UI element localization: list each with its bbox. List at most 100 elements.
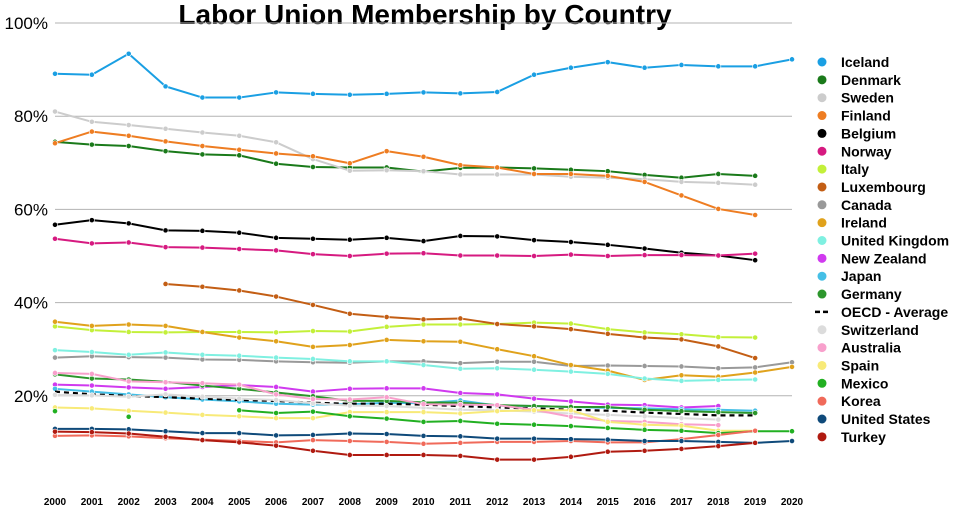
data-point xyxy=(789,364,795,370)
legend-swatch xyxy=(817,57,827,67)
data-point xyxy=(457,433,464,440)
x-tick-label: 2006 xyxy=(265,497,288,508)
data-point xyxy=(125,220,132,227)
data-point xyxy=(715,171,722,177)
data-point xyxy=(273,293,279,300)
data-point xyxy=(236,439,243,446)
data-point xyxy=(531,165,537,172)
data-point xyxy=(310,356,316,362)
data-point xyxy=(88,349,95,355)
series-line xyxy=(54,387,756,412)
data-point xyxy=(641,375,648,382)
series-line xyxy=(54,130,756,216)
data-point xyxy=(641,252,648,258)
data-point xyxy=(641,245,648,252)
data-point xyxy=(236,94,243,101)
data-point xyxy=(273,391,279,398)
data-point xyxy=(383,90,390,97)
data-point xyxy=(310,396,316,402)
data-point xyxy=(52,235,58,242)
data-point xyxy=(273,338,279,345)
data-point xyxy=(199,437,206,443)
y-tick-label: 60% xyxy=(14,200,48,219)
data-point xyxy=(199,393,206,400)
data-point xyxy=(568,239,574,245)
data-point xyxy=(125,239,132,246)
data-point xyxy=(52,221,58,228)
data-point xyxy=(236,381,243,388)
data-point xyxy=(789,438,795,444)
data-point xyxy=(88,118,95,125)
data-point xyxy=(494,420,501,427)
data-point xyxy=(199,227,206,234)
legend-swatch xyxy=(817,182,827,192)
data-point xyxy=(236,352,243,359)
data-point xyxy=(346,167,353,174)
data-point xyxy=(199,329,206,335)
data-point xyxy=(383,250,390,257)
data-point xyxy=(52,408,58,415)
series-line xyxy=(54,219,756,262)
x-tick-label: 2015 xyxy=(597,497,620,508)
data-point xyxy=(678,408,685,415)
legend-label: Switzerland xyxy=(841,322,919,338)
data-point xyxy=(52,354,58,361)
data-point xyxy=(236,152,243,159)
data-point xyxy=(420,362,427,368)
data-point xyxy=(494,402,501,409)
x-tick-label: 2011 xyxy=(449,497,471,508)
data-point xyxy=(641,334,648,341)
legend-item: Mexico xyxy=(817,375,888,391)
series-united-states xyxy=(52,425,795,446)
y-tick-label: 80% xyxy=(14,107,48,126)
data-point xyxy=(641,64,648,71)
series-iceland xyxy=(52,50,795,101)
data-point xyxy=(457,453,464,459)
data-point xyxy=(125,351,132,358)
data-point xyxy=(273,415,279,422)
data-point xyxy=(678,438,685,444)
data-point xyxy=(494,435,501,442)
data-point xyxy=(568,320,574,327)
data-point xyxy=(604,436,611,443)
data-point xyxy=(604,330,611,337)
data-point xyxy=(715,206,722,212)
data-point xyxy=(52,318,58,325)
data-point xyxy=(568,407,574,414)
series-line xyxy=(54,406,756,432)
legend-swatch xyxy=(817,271,827,281)
data-point xyxy=(641,179,648,185)
data-point xyxy=(236,146,243,153)
data-point xyxy=(678,427,685,434)
data-point xyxy=(310,235,316,242)
data-point xyxy=(531,171,537,177)
data-point xyxy=(273,247,279,254)
series-luxembourg xyxy=(162,281,759,361)
legend-swatch xyxy=(817,164,827,174)
x-tick-label: 2019 xyxy=(744,497,767,508)
data-point xyxy=(494,391,501,398)
data-point xyxy=(310,153,316,160)
data-point xyxy=(568,436,574,443)
x-tick-label: 2008 xyxy=(339,497,362,508)
legend-label: Sweden xyxy=(841,90,894,106)
data-point xyxy=(494,358,501,365)
legend-item: Switzerland xyxy=(817,322,919,338)
data-point xyxy=(420,418,427,425)
data-point xyxy=(641,406,648,413)
data-point xyxy=(678,252,685,258)
data-point xyxy=(568,326,574,333)
legend-swatch xyxy=(817,396,827,406)
legend-swatch xyxy=(817,289,827,299)
data-point xyxy=(531,435,537,442)
data-point xyxy=(236,287,243,294)
data-point xyxy=(678,377,685,384)
x-tick-label: 2004 xyxy=(191,497,214,508)
data-point xyxy=(383,167,390,174)
data-point xyxy=(457,390,464,396)
data-point xyxy=(273,89,279,96)
data-point xyxy=(310,302,316,308)
data-point xyxy=(346,310,353,317)
data-point xyxy=(715,443,722,450)
data-point xyxy=(531,253,537,259)
